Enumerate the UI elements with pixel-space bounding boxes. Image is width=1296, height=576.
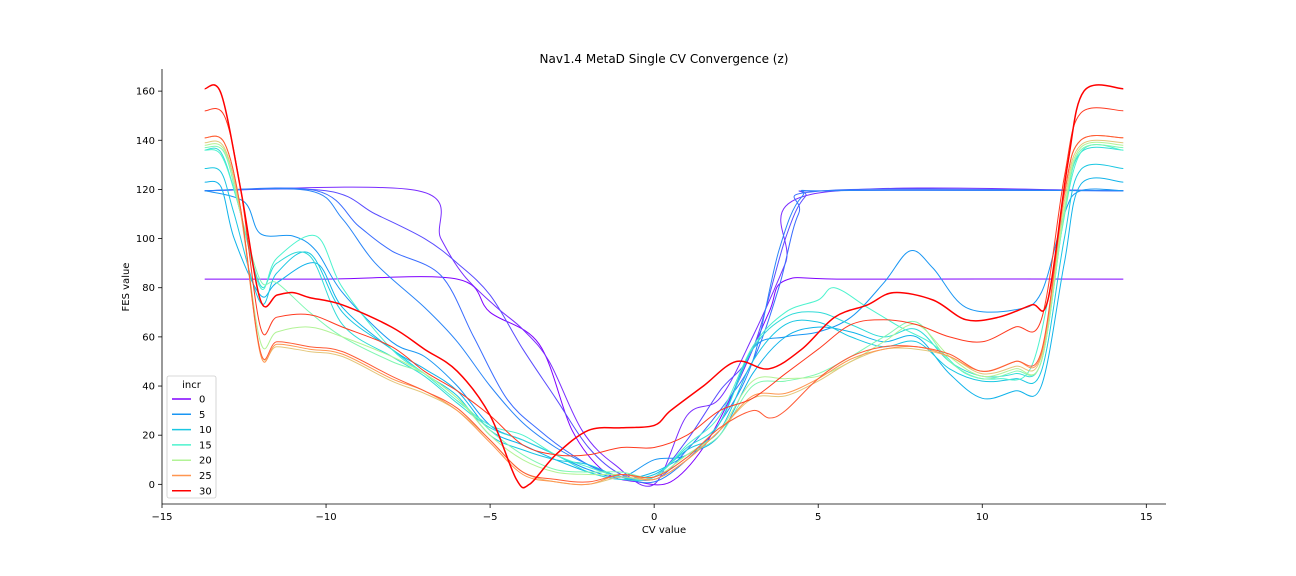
series-line-6 <box>204 177 1124 480</box>
y-tick-label: 140 <box>136 136 155 147</box>
x-tick-label: 10 <box>976 512 989 523</box>
legend-label-20: 20 <box>199 456 212 467</box>
y-tick-label: 120 <box>136 185 155 196</box>
x-tick-label: 0 <box>651 512 657 523</box>
x-tick-label: −15 <box>151 512 172 523</box>
y-tick-label: 100 <box>136 234 155 245</box>
series-line-15 <box>204 107 1124 457</box>
series-line-8 <box>204 146 1124 481</box>
legend-label-0: 0 <box>199 395 205 406</box>
legend-label-15: 15 <box>199 440 212 451</box>
series-line-7 <box>204 163 1124 479</box>
series-line-11 <box>204 141 1124 479</box>
y-tick-label: 80 <box>142 283 155 294</box>
series-line-5 <box>204 188 1124 478</box>
series-line-13 <box>204 134 1124 486</box>
y-tick-label: 0 <box>149 480 155 491</box>
legend-label-5: 5 <box>199 410 205 421</box>
legend-label-25: 25 <box>199 471 212 482</box>
legend: incr 0 5 10 15 20 25 30 <box>166 375 217 499</box>
x-tick-label: 15 <box>1140 512 1153 523</box>
y-tick-label: 20 <box>142 431 155 442</box>
series-line-14 <box>204 134 1124 483</box>
y-axis-label: FES value <box>121 263 132 312</box>
y-tick-label: 40 <box>142 382 155 393</box>
series-line-2 <box>204 188 1124 481</box>
x-tick-label: −10 <box>315 512 336 523</box>
y-tick-label: 160 <box>136 87 155 98</box>
legend-label-30: 30 <box>199 486 212 497</box>
legend-box <box>166 375 217 499</box>
legend-title: incr <box>182 380 202 391</box>
legend-label-10: 10 <box>199 425 212 436</box>
x-axis-label: CV value <box>642 525 686 536</box>
series-line-3 <box>204 187 1124 481</box>
x-tick-label: −5 <box>483 512 498 523</box>
series-line-4 <box>204 188 1124 484</box>
y-tick-label: 60 <box>142 332 155 343</box>
x-tick-label: 5 <box>815 512 821 523</box>
series-line-16 <box>204 84 1124 489</box>
series-layer <box>204 84 1124 489</box>
chart-title: Nav1.4 MetaD Single CV Convergence (z) <box>540 52 789 66</box>
